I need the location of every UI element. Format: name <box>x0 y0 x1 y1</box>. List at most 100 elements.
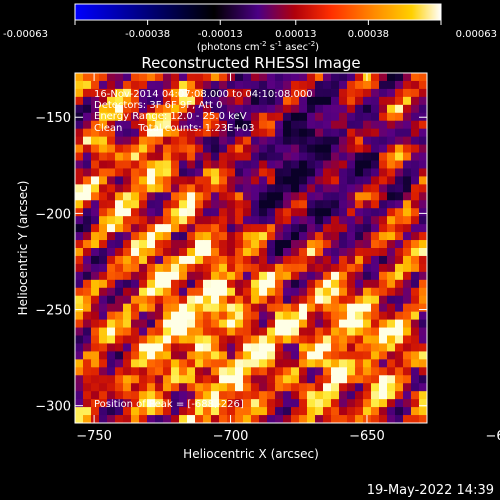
heatmap-cell <box>243 319 252 329</box>
heatmap-cell <box>411 248 420 257</box>
heatmap-cell <box>323 343 332 352</box>
heatmap-cell <box>155 200 164 209</box>
heatmap-cell <box>379 367 388 376</box>
heatmap-cell <box>171 383 180 392</box>
heatmap-cell <box>235 104 244 114</box>
heatmap-cell <box>91 415 100 423</box>
heatmap-cell <box>419 192 427 201</box>
heatmap-cell <box>155 359 164 368</box>
heatmap-cell <box>203 327 212 337</box>
heatmap-cell <box>371 200 380 209</box>
heatmap-cell <box>99 160 108 170</box>
heatmap-cell <box>403 136 412 146</box>
heatmap-cell <box>179 73 188 82</box>
heatmap-cell <box>387 407 396 416</box>
heatmap-cell <box>179 407 188 416</box>
heatmap-cell <box>227 144 236 154</box>
heatmap-cell <box>371 112 380 122</box>
heatmap-cell <box>75 303 84 313</box>
heatmap-cell <box>91 73 100 82</box>
heatmap-cell <box>347 240 356 249</box>
heatmap-cell <box>163 383 172 392</box>
heatmap-cell <box>107 200 116 209</box>
heatmap-cell <box>283 216 292 225</box>
heatmap-cell <box>419 263 427 273</box>
heatmap-cell <box>259 415 268 423</box>
heatmap-cell <box>171 351 180 360</box>
heatmap-cell <box>235 144 244 154</box>
heatmap-cell <box>307 152 316 162</box>
heatmap-cell <box>419 168 427 177</box>
heatmap-cell <box>163 407 172 416</box>
heatmap-cell <box>219 375 228 384</box>
heatmap-cell <box>251 160 260 170</box>
heatmap-cell <box>83 367 92 376</box>
x-tick-label: −750 <box>76 429 112 444</box>
heatmap-cell <box>339 200 348 209</box>
heatmap-cell <box>163 311 172 321</box>
heatmap-cell <box>379 335 388 345</box>
heatmap-cell <box>131 184 140 193</box>
heatmap-cell <box>155 232 164 241</box>
heatmap-cell <box>347 375 356 384</box>
heatmap-cell <box>91 375 100 384</box>
heatmap-cell <box>195 120 204 130</box>
heatmap-cell <box>235 168 244 177</box>
heatmap-cell <box>315 359 324 368</box>
heatmap-cell <box>107 335 116 345</box>
heatmap-cell <box>163 248 172 257</box>
heatmap-cell <box>283 271 292 281</box>
heatmap-cell <box>147 343 156 352</box>
heatmap-cell <box>75 248 84 257</box>
heatmap-cell <box>107 160 116 170</box>
heatmap-cell <box>403 367 412 376</box>
heatmap-cell <box>187 200 196 209</box>
heatmap-cell <box>99 367 108 376</box>
heatmap-cell <box>259 383 268 392</box>
heatmap-cell <box>283 311 292 321</box>
heatmap-cell <box>243 335 252 345</box>
heatmap-cell <box>123 375 132 384</box>
heatmap-cell <box>211 279 220 289</box>
heatmap-cell <box>387 263 396 273</box>
heatmap-cell <box>379 311 388 321</box>
heatmap-cell <box>139 399 148 408</box>
heatmap-cell <box>91 128 100 138</box>
heatmap-cell <box>363 311 372 321</box>
y-tick-label: −250 <box>35 304 71 319</box>
heatmap-cell <box>115 144 124 154</box>
heatmap-cell <box>163 88 172 98</box>
heatmap-cell <box>203 88 212 98</box>
heatmap-cell <box>323 88 332 98</box>
heatmap-cell <box>83 327 92 337</box>
heatmap-cell <box>299 200 308 209</box>
heatmap-cell <box>339 176 348 185</box>
heatmap-cell <box>283 136 292 146</box>
heatmap-cell <box>243 343 252 352</box>
heatmap-cell <box>243 96 252 106</box>
heatmap-cell <box>203 112 212 122</box>
heatmap-cell <box>131 255 140 265</box>
heatmap-cell <box>363 359 372 368</box>
heatmap-cell <box>235 160 244 170</box>
heatmap-cell <box>323 367 332 376</box>
heatmap-cell <box>387 359 396 368</box>
heatmap-cell <box>75 208 84 217</box>
heatmap-cell <box>419 232 427 241</box>
heatmap-cell <box>283 319 292 329</box>
heatmap-cell <box>187 343 196 352</box>
plot-frame <box>74 72 428 424</box>
heatmap-cell <box>211 216 220 225</box>
heatmap-cell <box>235 383 244 392</box>
heatmap-cell <box>83 80 92 90</box>
heatmap-cell <box>91 208 100 217</box>
heatmap-cell <box>411 216 420 225</box>
heatmap-cell <box>115 216 124 225</box>
heatmap-cell <box>395 255 404 265</box>
heatmap-cell <box>259 327 268 337</box>
heatmap-cell <box>267 255 276 265</box>
heatmap-cell <box>187 335 196 345</box>
heatmap-cell <box>211 104 220 114</box>
heatmap-cell <box>251 144 260 154</box>
heatmap-cell <box>211 255 220 265</box>
